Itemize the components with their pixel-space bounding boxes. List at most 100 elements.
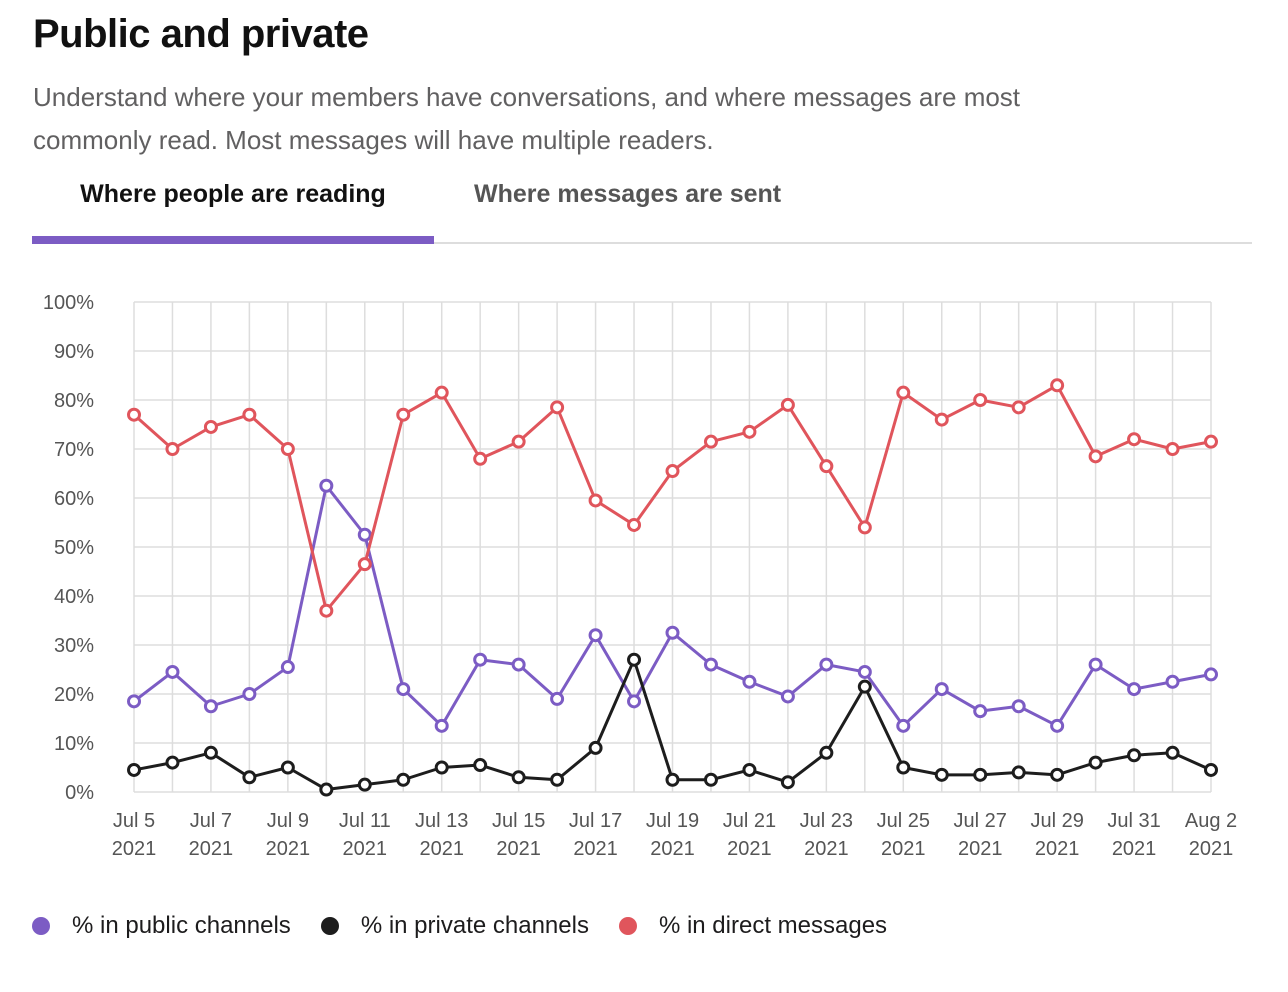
data-point[interactable]	[703, 434, 718, 449]
data-point[interactable]	[703, 657, 718, 672]
data-point[interactable]	[742, 674, 757, 689]
data-point[interactable]	[511, 657, 526, 672]
data-point[interactable]	[1127, 748, 1142, 763]
data-point[interactable]	[1165, 442, 1180, 456]
legend-item-direct[interactable]: % in direct messages	[618, 912, 887, 940]
data-point[interactable]	[434, 385, 449, 400]
tab-where-people-are-reading[interactable]: Where people are reading	[32, 170, 434, 244]
data-point[interactable]	[665, 464, 680, 479]
data-point[interactable]	[627, 694, 642, 709]
data-point[interactable]	[127, 407, 141, 422]
data-point[interactable]	[934, 682, 949, 697]
data-point[interactable]	[396, 407, 411, 422]
data-point[interactable]	[280, 442, 295, 456]
data-point[interactable]	[550, 772, 565, 787]
data-point[interactable]	[627, 517, 642, 532]
data-point[interactable]	[280, 760, 295, 775]
data-point[interactable]	[819, 657, 834, 672]
data-point[interactable]	[396, 682, 411, 697]
data-point[interactable]	[857, 520, 872, 535]
data-point[interactable]	[1165, 674, 1180, 689]
data-point[interactable]	[1127, 432, 1142, 447]
data-point[interactable]	[1050, 378, 1065, 393]
data-point[interactable]	[473, 652, 488, 667]
data-point[interactable]	[1204, 434, 1218, 449]
data-point[interactable]	[242, 407, 257, 422]
data-point[interactable]	[588, 493, 603, 508]
data-point[interactable]	[357, 557, 372, 572]
data-point[interactable]	[934, 767, 949, 782]
data-point[interactable]	[588, 628, 603, 643]
data-point[interactable]	[665, 625, 680, 640]
data-point[interactable]	[896, 385, 911, 400]
data-point[interactable]	[742, 424, 757, 439]
data-point[interactable]	[319, 782, 334, 797]
data-point[interactable]	[165, 755, 180, 770]
x-tick-label: Jul 25	[877, 810, 930, 832]
data-point[interactable]	[896, 718, 911, 733]
data-point[interactable]	[434, 760, 449, 775]
data-point[interactable]	[473, 758, 488, 773]
data-point[interactable]	[1204, 667, 1218, 682]
data-point[interactable]	[973, 704, 988, 719]
data-point[interactable]	[165, 664, 180, 679]
data-point[interactable]	[396, 772, 411, 787]
data-point[interactable]	[857, 679, 872, 694]
x-axis: Jul 5 2021 Jul 7 2021 Jul 9 2021 Jul 11 2021 Jul…	[112, 810, 1237, 860]
data-point[interactable]	[357, 777, 372, 792]
data-point[interactable]	[742, 762, 757, 777]
legend-item-private[interactable]: % in private channels	[320, 912, 589, 940]
data-point[interactable]	[1165, 745, 1180, 760]
data-point[interactable]	[242, 687, 257, 701]
data-point[interactable]	[627, 652, 642, 667]
data-point[interactable]	[665, 772, 680, 787]
legend-label-public: % in public channels	[72, 912, 291, 939]
data-point[interactable]	[1088, 449, 1103, 464]
data-point[interactable]	[1127, 682, 1142, 697]
data-point[interactable]	[550, 691, 565, 706]
data-point[interactable]	[1088, 755, 1103, 770]
data-point[interactable]	[319, 478, 334, 493]
data-point[interactable]	[434, 718, 449, 733]
data-point[interactable]	[203, 745, 218, 760]
data-point[interactable]	[780, 775, 795, 790]
data-point[interactable]	[473, 451, 488, 466]
data-point[interactable]	[780, 689, 795, 704]
data-point[interactable]	[780, 397, 795, 412]
x-tick-label: Jul 23	[800, 810, 853, 832]
data-point[interactable]	[165, 442, 180, 456]
tab-where-messages-are-sent[interactable]: Where messages are sent	[474, 180, 782, 208]
data-point[interactable]	[703, 772, 718, 787]
data-point[interactable]	[203, 419, 218, 434]
data-point[interactable]	[511, 434, 526, 449]
data-point[interactable]	[588, 740, 603, 755]
legend-item-public[interactable]: % in public channels	[32, 912, 291, 940]
data-point[interactable]	[819, 745, 834, 760]
data-point[interactable]	[1011, 699, 1026, 714]
data-point[interactable]	[357, 527, 372, 542]
x-tick-label: Jul 29	[1030, 810, 1083, 832]
data-point[interactable]	[1050, 767, 1065, 782]
data-point[interactable]	[127, 694, 141, 709]
data-point[interactable]	[319, 603, 334, 618]
data-point[interactable]	[1011, 400, 1026, 415]
x-tick-label: Jul 17	[569, 810, 622, 832]
data-point[interactable]	[280, 660, 295, 675]
data-point[interactable]	[896, 760, 911, 775]
data-point[interactable]	[934, 412, 949, 427]
data-point[interactable]	[973, 767, 988, 782]
data-point[interactable]	[1011, 765, 1026, 780]
data-point[interactable]	[203, 699, 218, 714]
data-point[interactable]	[857, 664, 872, 679]
data-point[interactable]	[973, 393, 988, 407]
data-point[interactable]	[242, 770, 257, 785]
data-point[interactable]	[511, 770, 526, 785]
data-point[interactable]	[550, 400, 565, 415]
data-point[interactable]	[1204, 762, 1218, 777]
x-tick-label-year: 2021	[343, 838, 388, 860]
y-tick-label: 70%	[54, 439, 94, 461]
data-point[interactable]	[819, 459, 834, 474]
data-point[interactable]	[127, 762, 141, 777]
data-point[interactable]	[1050, 718, 1065, 733]
data-point[interactable]	[1088, 657, 1103, 672]
